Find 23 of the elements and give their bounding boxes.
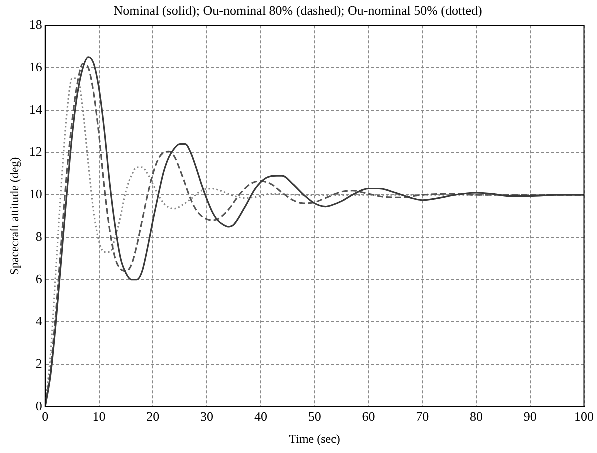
y-tick-label: 14 bbox=[29, 102, 43, 117]
chart-title: Nominal (solid); Ou-nominal 80% (dashed); Ou-nominal 50% (dotted) bbox=[114, 3, 482, 18]
x-tick-label: 10 bbox=[92, 409, 106, 424]
x-tick-label: 70 bbox=[416, 409, 430, 424]
y-axis-title: Spacecraft attitude (deg) bbox=[7, 157, 22, 276]
y-tick-label: 2 bbox=[36, 356, 42, 372]
y-tick-label: 6 bbox=[36, 271, 43, 286]
x-tick-label: 50 bbox=[308, 409, 322, 424]
y-tick-label: 4 bbox=[36, 314, 43, 329]
x-tick-label: 30 bbox=[200, 409, 214, 424]
x-tick-label: 40 bbox=[254, 409, 268, 424]
y-tick-label: 0 bbox=[36, 398, 42, 414]
y-tick-label: 12 bbox=[29, 144, 42, 160]
x-tick-label: 90 bbox=[524, 409, 537, 424]
x-tick-label: 80 bbox=[470, 409, 483, 424]
y-tick-label: 16 bbox=[29, 59, 43, 74]
y-tick-label: 8 bbox=[36, 228, 42, 244]
x-tick-label: 60 bbox=[362, 409, 376, 424]
y-tick-label: 18 bbox=[29, 17, 42, 32]
x-axis-title: Time (sec) bbox=[289, 432, 340, 446]
x-tick-label: 100 bbox=[574, 409, 594, 424]
y-tick-label: 10 bbox=[29, 186, 42, 202]
x-tick-label: 20 bbox=[146, 409, 160, 424]
